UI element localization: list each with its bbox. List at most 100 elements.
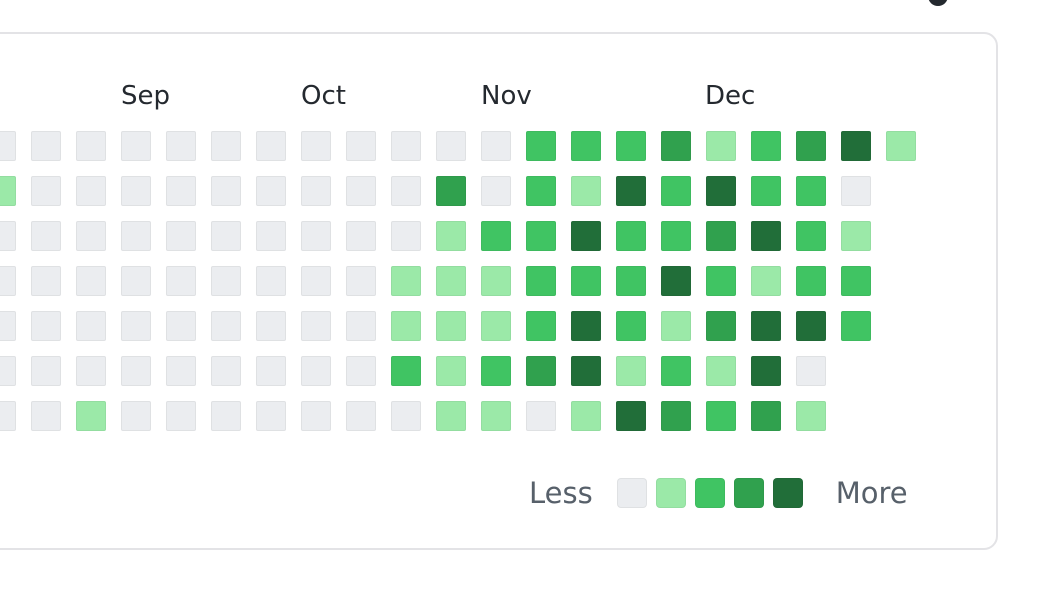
contribution-cell[interactable] (301, 176, 331, 206)
contribution-cell[interactable] (301, 356, 331, 386)
contribution-cell[interactable] (0, 401, 16, 431)
contribution-cell[interactable] (121, 356, 151, 386)
contribution-cell[interactable] (76, 221, 106, 251)
contribution-cell[interactable] (526, 131, 556, 161)
contribution-cell[interactable] (76, 176, 106, 206)
contribution-cell[interactable] (436, 356, 466, 386)
contribution-cell[interactable] (76, 401, 106, 431)
contribution-cell[interactable] (661, 131, 691, 161)
contribution-cell[interactable] (76, 311, 106, 341)
contribution-cell[interactable] (391, 221, 421, 251)
contribution-cell[interactable] (571, 401, 601, 431)
contribution-cell[interactable] (211, 221, 241, 251)
contribution-cell[interactable] (0, 356, 16, 386)
contribution-cell[interactable] (166, 266, 196, 296)
contribution-cell[interactable] (211, 266, 241, 296)
contribution-cell[interactable] (616, 221, 646, 251)
contribution-cell[interactable] (211, 401, 241, 431)
contribution-cell[interactable] (751, 266, 781, 296)
contribution-cell[interactable] (481, 221, 511, 251)
contribution-cell[interactable] (616, 176, 646, 206)
contribution-cell[interactable] (256, 311, 286, 341)
contribution-cell[interactable] (571, 266, 601, 296)
contribution-cell[interactable] (661, 221, 691, 251)
contribution-cell[interactable] (526, 356, 556, 386)
contribution-cell[interactable] (391, 356, 421, 386)
contribution-cell[interactable] (436, 266, 466, 296)
contribution-cell[interactable] (166, 176, 196, 206)
contribution-cell[interactable] (571, 356, 601, 386)
contribution-cell[interactable] (391, 131, 421, 161)
contribution-cell[interactable] (661, 176, 691, 206)
contribution-cell[interactable] (571, 176, 601, 206)
contribution-cell[interactable] (796, 311, 826, 341)
contribution-cell[interactable] (121, 401, 151, 431)
contribution-cell[interactable] (481, 176, 511, 206)
contribution-cell[interactable] (346, 401, 376, 431)
contribution-cell[interactable] (211, 176, 241, 206)
contribution-cell[interactable] (346, 311, 376, 341)
contribution-cell[interactable] (76, 266, 106, 296)
contribution-cell[interactable] (256, 401, 286, 431)
contribution-cell[interactable] (166, 221, 196, 251)
contribution-cell[interactable] (751, 356, 781, 386)
contribution-cell[interactable] (526, 221, 556, 251)
contribution-cell[interactable] (76, 131, 106, 161)
contribution-cell[interactable] (616, 356, 646, 386)
contribution-cell[interactable] (121, 266, 151, 296)
contribution-cell[interactable] (481, 266, 511, 296)
contribution-cell[interactable] (436, 131, 466, 161)
contribution-cell[interactable] (256, 221, 286, 251)
contribution-cell[interactable] (31, 176, 61, 206)
contribution-cell[interactable] (391, 266, 421, 296)
contribution-cell[interactable] (706, 131, 736, 161)
contribution-cell[interactable] (211, 131, 241, 161)
contribution-cell[interactable] (31, 401, 61, 431)
contribution-cell[interactable] (571, 131, 601, 161)
contribution-cell[interactable] (751, 311, 781, 341)
contribution-cell[interactable] (796, 266, 826, 296)
contribution-cell[interactable] (121, 311, 151, 341)
contribution-cell[interactable] (166, 131, 196, 161)
contribution-cell[interactable] (256, 266, 286, 296)
contribution-cell[interactable] (391, 176, 421, 206)
contribution-cell[interactable] (526, 401, 556, 431)
contribution-cell[interactable] (76, 356, 106, 386)
contribution-cell[interactable] (886, 131, 916, 161)
contribution-cell[interactable] (391, 311, 421, 341)
contribution-cell[interactable] (31, 221, 61, 251)
contribution-cell[interactable] (166, 356, 196, 386)
contribution-cell[interactable] (0, 131, 16, 161)
contribution-cell[interactable] (706, 176, 736, 206)
contribution-cell[interactable] (796, 221, 826, 251)
contribution-cell[interactable] (301, 266, 331, 296)
contribution-cell[interactable] (661, 356, 691, 386)
contribution-cell[interactable] (841, 266, 871, 296)
contribution-cell[interactable] (706, 311, 736, 341)
contribution-cell[interactable] (301, 221, 331, 251)
contribution-cell[interactable] (346, 176, 376, 206)
contribution-cell[interactable] (346, 266, 376, 296)
contribution-cell[interactable] (166, 311, 196, 341)
contribution-cell[interactable] (256, 356, 286, 386)
contribution-cell[interactable] (31, 311, 61, 341)
contribution-cell[interactable] (256, 131, 286, 161)
contribution-cell[interactable] (0, 311, 16, 341)
contribution-cell[interactable] (346, 356, 376, 386)
contribution-cell[interactable] (796, 356, 826, 386)
contribution-cell[interactable] (616, 311, 646, 341)
contribution-cell[interactable] (346, 131, 376, 161)
contribution-cell[interactable] (436, 221, 466, 251)
contribution-cell[interactable] (661, 266, 691, 296)
contribution-cell[interactable] (841, 221, 871, 251)
contribution-cell[interactable] (526, 311, 556, 341)
contribution-cell[interactable] (301, 311, 331, 341)
contribution-cell[interactable] (121, 221, 151, 251)
contribution-cell[interactable] (211, 311, 241, 341)
contribution-cell[interactable] (481, 311, 511, 341)
contribution-cell[interactable] (481, 131, 511, 161)
contribution-cell[interactable] (31, 266, 61, 296)
contribution-cell[interactable] (751, 176, 781, 206)
contribution-cell[interactable] (706, 401, 736, 431)
contribution-cell[interactable] (571, 311, 601, 341)
